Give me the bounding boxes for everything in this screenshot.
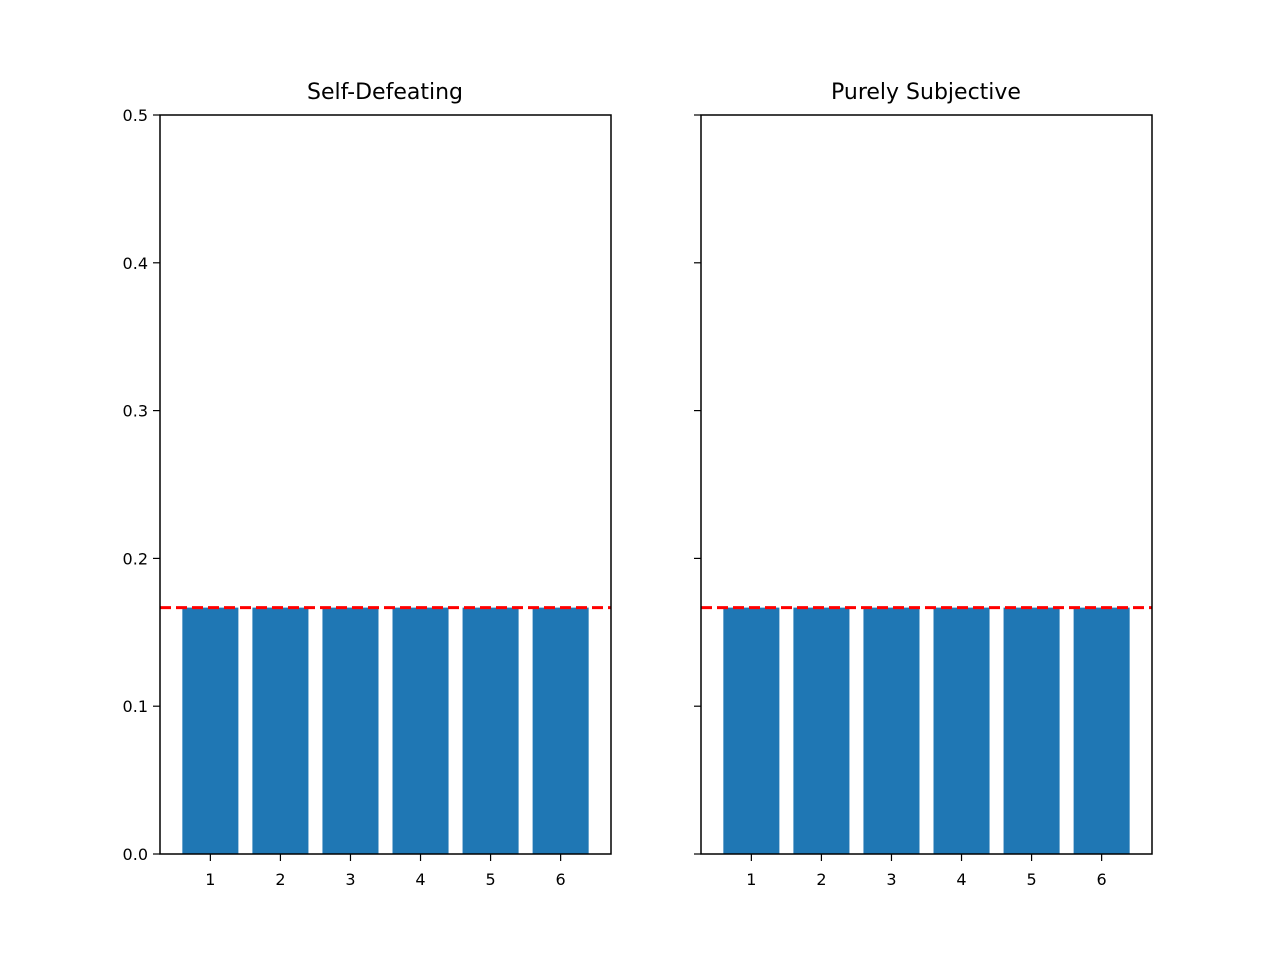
x-tick-label: 5 [1026,870,1036,889]
panel-title: Purely Subjective [831,80,1021,105]
bar [322,607,379,854]
panel-purely-subjective: Purely Subjective 1 2 3 4 5 6 [694,80,1153,889]
x-tick-label: 3 [886,870,896,889]
x-tick-label: 6 [556,870,566,889]
y-tick-label: 0.1 [123,697,148,716]
bar [793,607,850,854]
axes-frame [159,114,612,855]
bar [1003,607,1060,854]
bar [863,607,920,854]
x-tick-label: 1 [205,870,215,889]
panel-title: Self-Defeating [307,80,463,105]
bar [462,607,519,854]
bar [252,607,309,854]
x-tick-label: 3 [345,870,355,889]
y-tick-label: 0.2 [123,549,148,568]
x-tick-label: 4 [956,870,966,889]
axes-frame [700,114,1153,855]
y-tick-label: 0.0 [123,845,148,864]
x-tick-label: 1 [746,870,756,889]
y-tick-label: 0.3 [123,402,148,421]
panel-self-defeating: Self-Defeating 1 2 3 4 5 6 0.0 0.1 0.2 0.3 0.4 0.5 [123,80,612,889]
y-tick-label: 0.4 [123,254,148,273]
bar [182,607,239,854]
bar [933,607,990,854]
x-tick-label: 2 [816,870,826,889]
x-tick-label: 4 [415,870,425,889]
y-tick-label: 0.5 [123,106,148,125]
bar [392,607,449,854]
x-tick-label: 5 [485,870,495,889]
bar [1073,607,1130,854]
bar [532,607,589,854]
x-tick-label: 6 [1097,870,1107,889]
bar [723,607,780,854]
x-tick-label: 2 [275,870,285,889]
